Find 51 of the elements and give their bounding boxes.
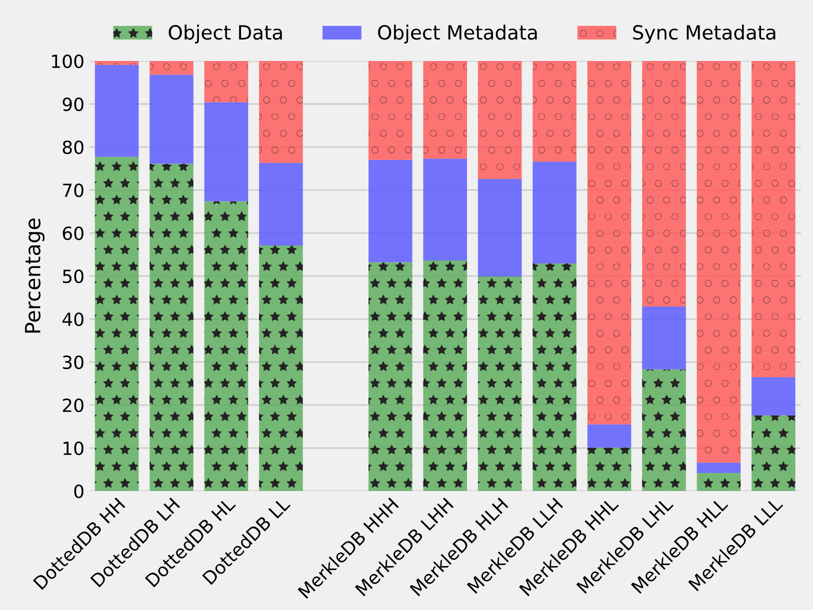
bar	[696, 462, 741, 473]
bar	[532, 61, 576, 162]
bar	[752, 61, 796, 378]
legend-label: Object Data	[168, 24, 282, 44]
bar	[587, 61, 632, 424]
bar	[150, 61, 194, 75]
y-axis-title: Percentage	[25, 218, 45, 333]
y-tick-label: 90	[62, 97, 84, 112]
y-tick-label: 80	[62, 140, 84, 154]
bar	[204, 61, 248, 102]
bar	[642, 369, 686, 492]
y-tick-label: 70	[63, 183, 84, 198]
bar	[423, 61, 468, 159]
bar	[423, 260, 468, 492]
y-tick-label: 10	[64, 442, 84, 456]
bar	[587, 424, 632, 448]
bar	[368, 160, 412, 262]
bar	[94, 61, 139, 65]
bar	[532, 264, 576, 492]
bar	[423, 158, 468, 261]
bar	[478, 276, 522, 492]
bar	[259, 61, 303, 163]
bar	[587, 448, 632, 492]
bar	[259, 162, 303, 246]
bar	[532, 162, 576, 264]
bar	[642, 61, 686, 307]
bar	[478, 61, 522, 179]
bar	[259, 245, 303, 492]
bar	[204, 102, 248, 202]
bar	[696, 61, 741, 463]
y-tick-label: 40	[62, 312, 84, 326]
y-tick-label: 50	[62, 269, 84, 284]
bar	[204, 201, 248, 492]
bar	[642, 306, 686, 370]
y-tick-label: 60	[62, 226, 84, 240]
bar	[94, 156, 139, 492]
bar	[150, 74, 194, 164]
bar	[150, 164, 194, 492]
y-tick-label: 100	[52, 54, 84, 68]
bar	[368, 61, 412, 160]
bar	[478, 178, 522, 276]
y-tick-label: 30	[62, 355, 84, 370]
bar	[94, 64, 139, 157]
legend-label: Sync Metadata	[633, 24, 776, 44]
bar	[752, 415, 796, 492]
y-tick-label: 0	[74, 484, 84, 498]
legend-label: Object Metadata	[378, 24, 537, 44]
bar	[696, 472, 741, 492]
y-tick-label: 20	[62, 398, 84, 412]
bar	[752, 377, 796, 416]
bar	[368, 262, 412, 492]
